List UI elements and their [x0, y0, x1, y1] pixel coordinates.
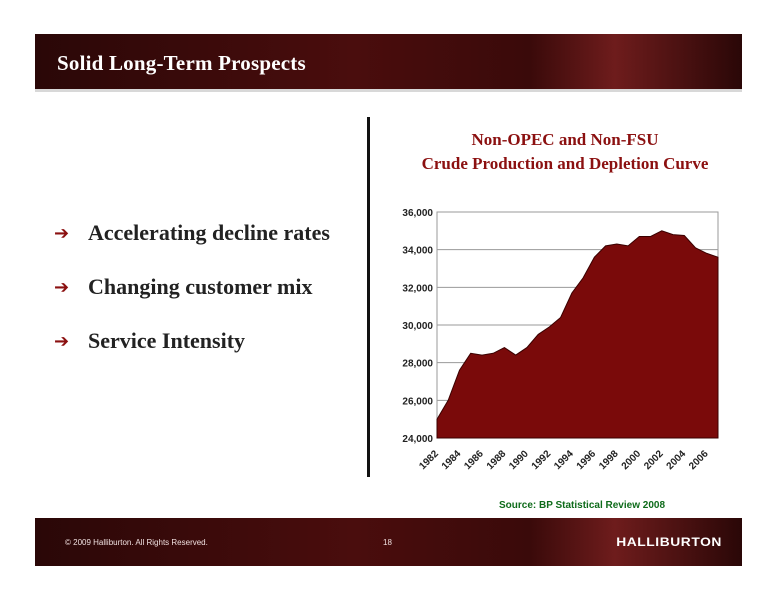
- footer-copyright: © 2009 Halliburton. All Rights Reserved.: [65, 538, 208, 547]
- x-tick-label: 1990: [507, 448, 531, 472]
- bullet-text: Accelerating decline rates: [88, 220, 330, 245]
- x-tick-label: 1992: [530, 448, 554, 472]
- x-tick-label: 1988: [485, 448, 509, 472]
- bullet-item: ➔ Changing customer mix: [54, 272, 330, 302]
- y-tick-label: 28,000: [402, 359, 433, 370]
- x-tick-label: 2004: [665, 448, 689, 472]
- bullet-text: Changing customer mix: [88, 274, 313, 299]
- x-tick-label: 2002: [642, 448, 666, 472]
- x-tick-label: 1984: [440, 448, 464, 472]
- production-area: [436, 230, 719, 439]
- x-tick-label: 1986: [462, 448, 486, 472]
- y-tick-label: 30,000: [402, 321, 433, 332]
- header-band: Solid Long-Term Prospects: [35, 34, 742, 92]
- halliburton-logo: HALLIBURTON: [616, 535, 722, 549]
- slide-title: Solid Long-Term Prospects: [57, 51, 306, 75]
- footer-band: © 2009 Halliburton. All Rights Reserved.…: [35, 518, 742, 566]
- bullet-item: ➔ Accelerating decline rates: [54, 218, 330, 248]
- y-tick-label: 32,000: [402, 283, 433, 294]
- chart-title: Non-OPEC and Non-FSU Crude Production an…: [380, 128, 750, 176]
- x-tick-label: 2006: [687, 448, 711, 472]
- y-tick-label: 24,000: [402, 434, 433, 445]
- x-tick-label: 1982: [417, 448, 441, 472]
- x-tick-label: 1998: [597, 448, 621, 472]
- y-tick-label: 34,000: [402, 246, 433, 257]
- bullet-text: Service Intensity: [88, 328, 246, 353]
- x-tick-label: 2000: [620, 448, 644, 472]
- bullet-list: ➔ Accelerating decline rates ➔ Changing …: [54, 218, 330, 380]
- y-tick-label: 36,000: [402, 208, 433, 219]
- right-arrow-icon: ➔: [54, 330, 70, 352]
- vertical-divider: [367, 117, 370, 477]
- y-tick-label: 26,000: [402, 396, 433, 407]
- right-arrow-icon: ➔: [54, 276, 70, 298]
- x-tick-label: 1996: [575, 448, 599, 472]
- page-number: 18: [383, 538, 392, 547]
- bullet-item: ➔ Service Intensity: [54, 326, 330, 356]
- chart-source-note: Source: BP Statistical Review 2008: [499, 500, 666, 511]
- x-tick-label: 1994: [552, 448, 576, 472]
- production-area-chart: 36,000 34,000 32,000 30,000 28,000 26,000 24,0…: [402, 208, 719, 472]
- chart-title-line-2: Crude Production and Depletion Curve: [421, 154, 709, 173]
- chart-title-line-1: Non-OPEC and Non-FSU: [471, 130, 659, 149]
- right-arrow-icon: ➔: [54, 222, 70, 244]
